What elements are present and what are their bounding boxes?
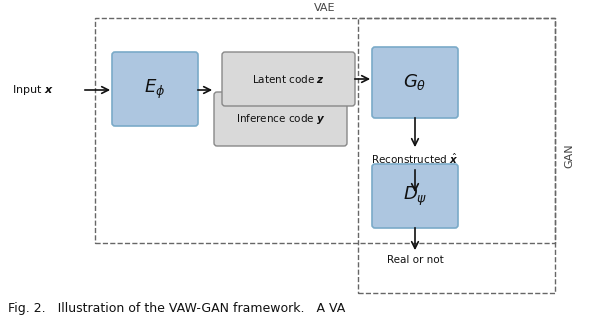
Text: GAN: GAN: [564, 143, 574, 168]
Text: Fig. 2.   Illustration of the VAW-GAN framework.   A VA: Fig. 2. Illustration of the VAW-GAN fram…: [8, 302, 345, 315]
FancyBboxPatch shape: [372, 47, 458, 118]
Bar: [358, 18, 555, 293]
Text: Latent code $\boldsymbol{z}$: Latent code $\boldsymbol{z}$: [252, 73, 325, 85]
Text: $E_{\phi}$: $E_{\phi}$: [144, 77, 166, 100]
FancyBboxPatch shape: [222, 52, 355, 106]
Text: Real or not: Real or not: [387, 255, 443, 265]
FancyBboxPatch shape: [112, 52, 198, 126]
Text: $G_{\theta}$: $G_{\theta}$: [403, 73, 426, 92]
Text: Inference code $\boldsymbol{y}$: Inference code $\boldsymbol{y}$: [236, 112, 326, 126]
FancyBboxPatch shape: [372, 164, 458, 228]
Text: VAE: VAE: [314, 3, 336, 13]
Text: $D_{\psi}$: $D_{\psi}$: [403, 184, 427, 208]
Text: Input $\boldsymbol{x}$: Input $\boldsymbol{x}$: [12, 83, 54, 97]
Text: Reconstructed $\hat{\boldsymbol{x}}$: Reconstructed $\hat{\boldsymbol{x}}$: [371, 152, 459, 166]
Bar: [95, 18, 555, 243]
FancyBboxPatch shape: [214, 92, 347, 146]
